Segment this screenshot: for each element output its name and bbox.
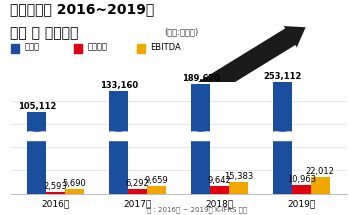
Text: 매출 및 영업이익: 매출 및 영업이익: [10, 26, 79, 40]
Text: 10,963: 10,963: [287, 175, 316, 184]
Bar: [273, 82, 292, 194]
Text: 2,593: 2,593: [44, 182, 68, 191]
Text: 105,112: 105,112: [18, 102, 56, 111]
Bar: [229, 182, 248, 194]
Text: 9,659: 9,659: [145, 176, 168, 185]
Bar: [292, 185, 311, 194]
Bar: [27, 112, 46, 194]
Text: 주 : 2016년 ~ 2019년 K-IFRS 기준: 주 : 2016년 ~ 2019년 K-IFRS 기준: [147, 206, 247, 213]
Text: 코리아센터 2016~2019년: 코리아센터 2016~2019년: [10, 2, 155, 16]
Text: 6,292: 6,292: [126, 179, 149, 188]
Bar: [147, 186, 166, 194]
Bar: [311, 177, 330, 194]
Text: 9,642: 9,642: [208, 176, 231, 185]
Text: 22,012: 22,012: [306, 167, 335, 176]
Text: 5,690: 5,690: [63, 179, 86, 188]
Text: 매출액: 매출액: [25, 43, 40, 52]
Bar: [128, 189, 147, 194]
Text: 253,112: 253,112: [264, 72, 302, 81]
Text: 영업이익: 영업이익: [88, 43, 107, 52]
Text: EBITDA: EBITDA: [150, 43, 181, 52]
Text: 189,670: 189,670: [182, 74, 220, 83]
Bar: [65, 189, 84, 194]
Text: 15,383: 15,383: [224, 172, 253, 181]
Text: 133,160: 133,160: [100, 81, 138, 90]
Bar: [191, 84, 210, 194]
Bar: [210, 186, 229, 194]
Text: (단위:백만원): (단위:백만원): [164, 27, 199, 36]
Bar: [109, 91, 128, 194]
Bar: [46, 192, 65, 194]
